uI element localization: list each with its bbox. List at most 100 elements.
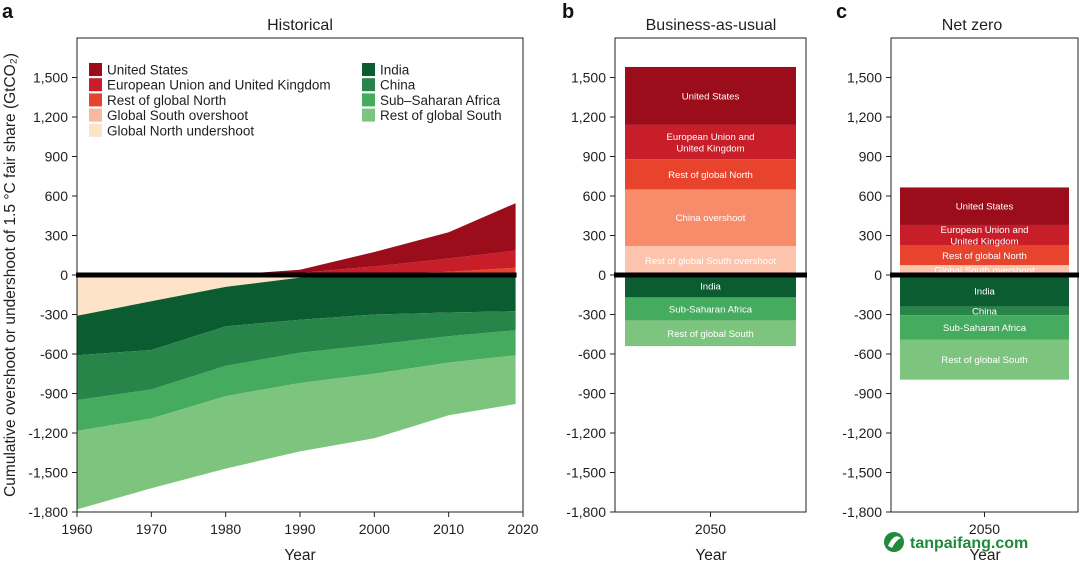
panel-b-bar-label-united-states: United States [682, 91, 740, 102]
legend-label-china: China [380, 78, 416, 93]
area-united-states [77, 203, 516, 275]
panel-b-y-tick-label: -1,200 [566, 425, 606, 441]
panel-b-y-tick-label: 1,200 [571, 109, 606, 125]
area-india [77, 275, 516, 356]
panel-b-y-tick-label: -300 [578, 307, 606, 323]
panel-c-y-tick-label: -1,500 [842, 465, 882, 481]
watermark-leaf-icon [888, 536, 901, 548]
panel-c-x-tick-label: 2050 [969, 521, 1000, 537]
panel-a-y-tick-label: -1,500 [28, 465, 68, 481]
area-global-north-undershoot [77, 275, 516, 316]
legend-label-global-south-overshoot: Global South overshoot [107, 108, 248, 123]
area-china [77, 311, 516, 401]
panel-c-y-tick-label: 1,500 [847, 70, 882, 86]
legend-swatch-sub-saharan-africa [362, 93, 375, 107]
legend-swatch-global-north-undershoot [89, 123, 102, 137]
panel-b-y-tick-label: -1,800 [566, 504, 606, 520]
panel-a-y-tick-label: 900 [45, 149, 69, 165]
panel-c-bar-global-south-overshoot [900, 265, 1069, 275]
legend-label-sub-saharan-africa: Sub–Saharan Africa [380, 93, 501, 108]
panel-c-bar-label-india: India [974, 286, 995, 297]
panel-b-bar-label-european-union-and-united-kingdom: United Kingdom [676, 143, 744, 154]
panel-a-x-tick-label: 1970 [136, 521, 167, 537]
panel-c-y-tick-label: 300 [859, 228, 883, 244]
panel-c-y-tick-label: -900 [854, 386, 882, 402]
panel-a-y-tick-label: 600 [45, 188, 69, 204]
panel-b-bar-label-rest-of-global-south: Rest of global South [667, 329, 753, 340]
y-axis-title: Cumulative overshoot or undershoot of 1.… [2, 53, 19, 497]
panel-b-bar-india [625, 275, 796, 298]
panel-b-x-axis-title: Year [695, 547, 726, 562]
panel-b-y-tick-label: 900 [583, 149, 607, 165]
legend-label-india: India [380, 63, 410, 78]
panel-a-y-tick-label: 0 [60, 267, 68, 283]
area-european-union-and-united-kingdom [77, 250, 516, 275]
panel-c-bar-label-china: China [972, 306, 998, 317]
panel-a-x-tick-label: 1980 [210, 521, 241, 537]
panel-c-net-zero: Global South overshoot Rest of global Nor… [842, 37, 1079, 537]
panel-c-bar-united-states [900, 187, 1069, 225]
panel-c-y-tick-label: 0 [874, 267, 882, 283]
panel-b-y-tick-label: 1,500 [571, 70, 606, 86]
panel-a-y-tick-label: -300 [40, 307, 68, 323]
legend-label-global-north-undershoot: Global North undershoot [107, 123, 254, 138]
panel-b-x-tick-label: 2050 [695, 521, 726, 537]
panel-c-y-tick-label: 900 [859, 149, 883, 165]
panel-c-y-tick-label: -1,200 [842, 425, 882, 441]
panel-b-bar-united-states [625, 66, 796, 125]
legend-swatch-united-states [89, 63, 102, 76]
panel-a-y-tick-label: 1,200 [33, 109, 68, 125]
panel-c-bar-label-rest-of-global-north: Rest of global North [942, 251, 1027, 262]
panel-c-y-tick-label: -600 [854, 346, 882, 362]
area-sub-saharan-africa [77, 330, 516, 431]
panel-b-y-tick-label: 300 [583, 228, 607, 244]
panel-a-title: Historical [267, 17, 333, 34]
legend-label-european-union-and-united-kingdom: European Union and United Kingdom [107, 78, 331, 93]
legend-swatch-european-union-and-united-kingdom [89, 78, 102, 92]
panel-letter-c: c [836, 1, 847, 23]
panel-c-bar-label-global-south-overshoot: Global South overshoot [934, 266, 1035, 277]
panel-a-x-tick-label: 1960 [61, 521, 92, 537]
panel-c-bar-european-union-and-united-kingdom [900, 224, 1069, 246]
panel-b-bar-label-rest-of-global-north: Rest of global North [668, 170, 753, 181]
panel-b-y-tick-label: -600 [578, 346, 606, 362]
panel-b-y-tick-label: -1,500 [566, 465, 606, 481]
panel-c-bar-sub-saharan-africa [900, 315, 1069, 340]
panel-letter-a: a [2, 1, 14, 23]
legend-swatch-global-south-overshoot [89, 108, 102, 122]
panel-c-bar-label-european-union-and-united-kingdom: United Kingdom [950, 236, 1018, 247]
panel-b-bar-sub-saharan-africa [625, 297, 796, 321]
watermark-text: tanpaifang.com [910, 535, 1028, 552]
panel-b-y-tick-label: 0 [598, 267, 606, 283]
panel-b-bar-european-union-and-united-kingdom [625, 124, 796, 160]
panel-b-bar-rest-of-global-south-overshoot [625, 246, 796, 275]
panel-c-x-axis-title: Year [969, 547, 1000, 562]
watermark: tanpaifang.com [884, 532, 1028, 552]
panel-b-bar-rest-of-global-north [625, 159, 796, 190]
panel-b-title: Business-as-usual [646, 17, 777, 34]
panel-a-y-tick-label: -1,800 [28, 504, 68, 520]
panel-a-y-tick-label: 300 [45, 228, 69, 244]
panel-a-x-tick-label: 2020 [507, 521, 538, 537]
panel-b-bar-china-overshoot [625, 189, 796, 247]
legend-swatch-rest-of-global-south [362, 108, 375, 122]
panel-c-bar-rest-of-global-south [900, 339, 1069, 380]
panel-b-bar-label-sub-saharan-africa: Sub-Saharan Africa [669, 304, 753, 315]
panel-c-y-tick-label: -1,800 [842, 504, 882, 520]
panel-a-x-axis-title: Year [284, 547, 315, 562]
legend-label-rest-of-global-south: Rest of global South [380, 108, 502, 123]
panel-c-bar-china [900, 306, 1069, 316]
panel-b-bar-label-china-overshoot: China overshoot [676, 213, 746, 224]
panel-a-x-tick-label: 2010 [433, 521, 464, 537]
panel-a-y-tick-label: -600 [40, 346, 68, 362]
panel-a-y-tick-label: 1,500 [33, 70, 68, 86]
panel-a-y-tick-label: -900 [40, 386, 68, 402]
panel-b-bar-label-european-union-and-united-kingdom: European Union and [666, 132, 754, 143]
panel-a-historical: 1,500 1,200 900 600 300 0 -300 -600 -900 -1,200 -1… [28, 37, 539, 537]
panel-b-bar-label-india: India [700, 282, 721, 293]
legend-label-united-states: United States [107, 63, 188, 78]
legend-swatch-china [362, 78, 375, 92]
panel-c-bar-label-rest-of-global-south: Rest of global South [941, 355, 1027, 366]
panel-c-y-tick-label: 600 [859, 188, 883, 204]
